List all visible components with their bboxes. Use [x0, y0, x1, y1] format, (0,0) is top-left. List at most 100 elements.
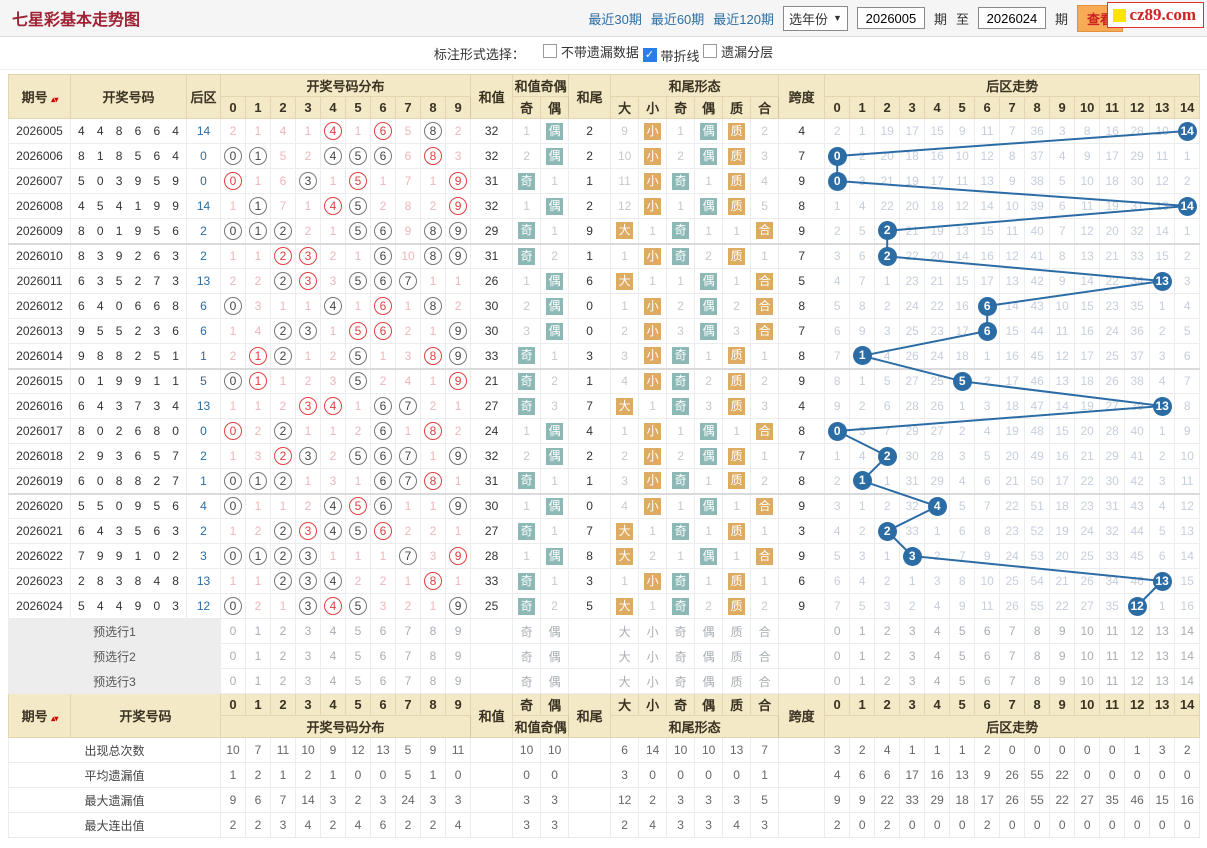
preselect-form-cell[interactable]: 质	[722, 668, 752, 694]
preselect-dist-cell[interactable]: 9	[444, 618, 472, 644]
preselect-back-cell[interactable]: 4	[924, 668, 951, 694]
preselect-back-cell[interactable]: 6	[974, 668, 1001, 694]
preselect-dist-cell[interactable]: 4	[320, 643, 346, 669]
preselect-dist-cell[interactable]: 8	[420, 643, 446, 669]
preselect-dist-cell[interactable]: 8	[420, 618, 446, 644]
preselect-dist-cell[interactable]: 3	[295, 643, 321, 669]
checkbox-omission-layer[interactable]: 遗漏分层	[703, 42, 773, 61]
preselect-dist-cell[interactable]: 3	[295, 668, 321, 694]
preselect-back-cell[interactable]: 9	[1049, 643, 1076, 669]
preselect-dist-cell[interactable]: 8	[420, 668, 446, 694]
preselect-back-cell[interactable]: 4	[924, 618, 951, 644]
preselect-back-cell[interactable]: 0	[824, 618, 851, 644]
preselect-form-cell[interactable]: 合	[750, 668, 780, 694]
preselect-back-cell[interactable]: 13	[1149, 643, 1176, 669]
recent-120-link[interactable]: 最近120期	[713, 11, 774, 27]
preselect-back-cell[interactable]: 13	[1149, 668, 1176, 694]
preselect-back-cell[interactable]: 7	[999, 643, 1026, 669]
preselect-parity-cell[interactable]: 奇	[512, 643, 542, 669]
preselect-dist-cell[interactable]: 9	[444, 668, 472, 694]
preselect-form-cell[interactable]: 小	[638, 668, 668, 694]
preselect-back-cell[interactable]: 10	[1074, 643, 1101, 669]
sort-icon[interactable]: ▴▾	[51, 714, 58, 723]
preselect-back-cell[interactable]: 6	[974, 618, 1001, 644]
preselect-back-cell[interactable]: 4	[924, 643, 951, 669]
preselect-form-cell[interactable]: 大	[610, 643, 640, 669]
preselect-form-cell[interactable]: 小	[638, 618, 668, 644]
preselect-form-cell[interactable]: 偶	[694, 643, 724, 669]
preselect-dist-cell[interactable]: 0	[220, 618, 246, 644]
preselect-dist-cell[interactable]: 1	[245, 643, 271, 669]
preselect-form-cell[interactable]: 大	[610, 668, 640, 694]
preselect-dist-cell[interactable]: 7	[395, 668, 421, 694]
preselect-back-cell[interactable]: 12	[1124, 668, 1151, 694]
preselect-dist-cell[interactable]: 3	[295, 618, 321, 644]
preselect-dist-cell[interactable]: 2	[270, 618, 296, 644]
preselect-back-cell[interactable]: 3	[899, 643, 926, 669]
preselect-back-cell[interactable]: 3	[899, 668, 926, 694]
preselect-back-cell[interactable]: 5	[949, 668, 976, 694]
preselect-dist-cell[interactable]: 7	[395, 618, 421, 644]
sort-icon[interactable]: ▴▾	[51, 95, 58, 104]
preselect-back-cell[interactable]: 10	[1074, 668, 1101, 694]
preselect-back-cell[interactable]: 9	[1049, 618, 1076, 644]
preselect-back-cell[interactable]: 1	[849, 643, 876, 669]
preselect-back-cell[interactable]: 8	[1024, 668, 1051, 694]
recent-30-link[interactable]: 最近30期	[588, 11, 642, 27]
preselect-dist-cell[interactable]: 2	[270, 668, 296, 694]
preselect-back-cell[interactable]: 2	[874, 618, 901, 644]
preselect-dist-cell[interactable]: 2	[270, 643, 296, 669]
preselect-form-cell[interactable]: 奇	[666, 668, 696, 694]
preselect-dist-cell[interactable]: 6	[370, 668, 396, 694]
preselect-back-cell[interactable]: 11	[1099, 668, 1126, 694]
preselect-back-cell[interactable]: 0	[824, 668, 851, 694]
recent-60-link[interactable]: 最近60期	[650, 11, 705, 27]
from-period-input[interactable]	[856, 7, 925, 29]
preselect-back-cell[interactable]: 2	[874, 643, 901, 669]
preselect-back-cell[interactable]: 12	[1124, 643, 1151, 669]
preselect-dist-cell[interactable]: 7	[395, 643, 421, 669]
preselect-back-cell[interactable]: 1	[849, 668, 876, 694]
preselect-back-cell[interactable]: 8	[1024, 643, 1051, 669]
preselect-form-cell[interactable]: 合	[750, 618, 780, 644]
preselect-dist-cell[interactable]: 1	[245, 668, 271, 694]
preselect-back-cell[interactable]: 14	[1174, 618, 1201, 644]
preselect-form-cell[interactable]: 奇	[666, 643, 696, 669]
preselect-back-cell[interactable]: 7	[999, 668, 1026, 694]
preselect-form-cell[interactable]: 奇	[666, 618, 696, 644]
preselect-form-cell[interactable]: 质	[722, 618, 752, 644]
preselect-back-cell[interactable]: 2	[874, 668, 901, 694]
checkbox-with-line[interactable]: ✓ 带折线	[642, 46, 700, 65]
preselect-back-cell[interactable]: 12	[1124, 618, 1151, 644]
preselect-back-cell[interactable]: 9	[1049, 668, 1076, 694]
preselect-back-cell[interactable]: 11	[1099, 643, 1126, 669]
preselect-back-cell[interactable]: 5	[949, 618, 976, 644]
preselect-back-cell[interactable]: 14	[1174, 643, 1201, 669]
preselect-parity-cell[interactable]: 偶	[540, 643, 570, 669]
preselect-parity-cell[interactable]: 奇	[512, 668, 542, 694]
preselect-dist-cell[interactable]: 0	[220, 643, 246, 669]
preselect-form-cell[interactable]: 大	[610, 618, 640, 644]
preselect-dist-cell[interactable]: 9	[444, 643, 472, 669]
preselect-dist-cell[interactable]: 5	[345, 668, 371, 694]
preselect-back-cell[interactable]: 6	[974, 643, 1001, 669]
preselect-dist-cell[interactable]: 0	[220, 668, 246, 694]
preselect-form-cell[interactable]: 偶	[694, 618, 724, 644]
preselect-back-cell[interactable]: 8	[1024, 618, 1051, 644]
preselect-form-cell[interactable]: 偶	[694, 668, 724, 694]
to-period-input[interactable]	[977, 7, 1046, 29]
preselect-parity-cell[interactable]: 偶	[540, 618, 570, 644]
preselect-parity-cell[interactable]: 奇	[512, 618, 542, 644]
preselect-form-cell[interactable]: 质	[722, 643, 752, 669]
preselect-back-cell[interactable]: 14	[1174, 668, 1201, 694]
preselect-parity-cell[interactable]: 偶	[540, 668, 570, 694]
year-select[interactable]: 选年份 ▼	[783, 5, 848, 31]
preselect-back-cell[interactable]: 0	[824, 643, 851, 669]
preselect-form-cell[interactable]: 小	[638, 643, 668, 669]
preselect-dist-cell[interactable]: 1	[245, 618, 271, 644]
preselect-back-cell[interactable]: 1	[849, 618, 876, 644]
preselect-dist-cell[interactable]: 6	[370, 618, 396, 644]
preselect-back-cell[interactable]: 10	[1074, 618, 1101, 644]
preselect-back-cell[interactable]: 7	[999, 618, 1026, 644]
preselect-back-cell[interactable]: 5	[949, 643, 976, 669]
